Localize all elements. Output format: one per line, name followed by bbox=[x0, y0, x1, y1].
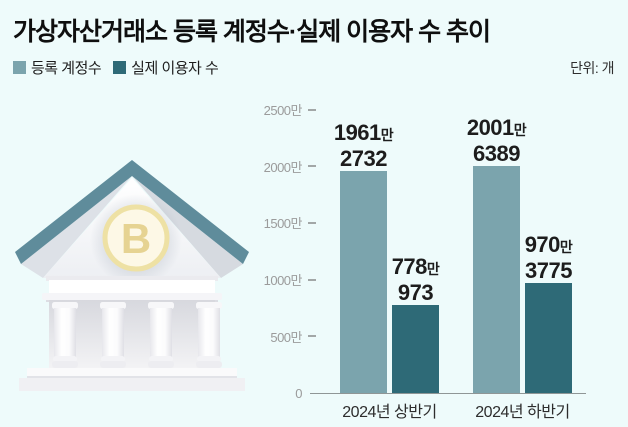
bank-cornice bbox=[42, 293, 222, 300]
y-tick-mark bbox=[308, 278, 316, 281]
bar-series0-group1 bbox=[473, 166, 520, 393]
y-tick-mark bbox=[308, 221, 316, 224]
y-tick-label: 1000만 bbox=[263, 273, 303, 289]
unit-label: 단위: 개 bbox=[570, 60, 614, 76]
value-label-series1-group1: 970만 3775 bbox=[524, 231, 573, 283]
y-tick-0: 2500만 bbox=[248, 102, 316, 118]
y-tick-4: 500만 bbox=[248, 328, 316, 345]
page-title: 가상자산거래소 등록 계정수·실제 이용자 수 추이 bbox=[13, 18, 491, 46]
bar-series1-group0 bbox=[392, 304, 439, 393]
bank-wall bbox=[49, 300, 215, 368]
bar-chart: 2500만 2000만 1500만 1000만 500만 0 1961만 2732 2001만 6… bbox=[248, 96, 620, 426]
under-eave-shadow-left bbox=[21, 176, 132, 278]
bank-column bbox=[196, 302, 222, 368]
y-tick-label: 2500만 bbox=[263, 103, 303, 118]
value-label-series0-group0: 1961만 2732 bbox=[333, 119, 394, 171]
y-tick-3: 1000만 bbox=[248, 272, 316, 288]
y-tick-label: 500만 bbox=[270, 329, 302, 345]
legend-swatch-registered-accounts bbox=[13, 61, 26, 74]
y-tick-5: 0 bbox=[248, 385, 316, 401]
value-label-series0-group1: 2001만 6389 bbox=[466, 115, 527, 166]
y-tick-1: 2000만 bbox=[248, 158, 316, 175]
y-tick-mark bbox=[308, 108, 316, 111]
bank-step-lower bbox=[19, 378, 245, 391]
bar-series1-group1 bbox=[525, 282, 572, 393]
bank-step-upper bbox=[27, 368, 237, 378]
y-tick-2: 1500만 bbox=[248, 215, 316, 231]
y-tick-label: 1500만 bbox=[263, 216, 303, 232]
y-tick-mark bbox=[308, 335, 316, 338]
y-tick-label: 2000만 bbox=[263, 159, 303, 175]
coin-letter: B bbox=[121, 215, 151, 262]
x-category-label-1: 2024년 하반기 bbox=[475, 404, 570, 421]
value-label-series1-group0: 778만 973 bbox=[391, 253, 440, 305]
bank-columns bbox=[52, 302, 222, 368]
legend-swatch-actual-users bbox=[113, 61, 127, 74]
y-tick-mark bbox=[308, 165, 316, 168]
legend-item-registered-accounts: 등록 계정수 bbox=[13, 57, 102, 78]
bank-architrave bbox=[46, 276, 218, 281]
legend-label-registered-accounts: 등록 계정수 bbox=[31, 60, 102, 77]
bank-illustration: B bbox=[15, 160, 249, 391]
legend-item-actual-users: 실제 이용자 수 bbox=[113, 57, 219, 78]
x-axis-line bbox=[310, 393, 586, 394]
step-shadow bbox=[27, 376, 237, 378]
bank-beam bbox=[49, 280, 215, 294]
coin-ring bbox=[102, 204, 170, 272]
y-tick-label: 0 bbox=[295, 385, 302, 401]
x-category-label-0: 2024년 상반기 bbox=[342, 404, 437, 421]
bar-series0-group0 bbox=[340, 170, 387, 393]
bank-column bbox=[52, 302, 78, 368]
legend-label-actual-users: 실제 이용자 수 bbox=[131, 60, 219, 77]
legend: 등록 계정수 실제 이용자 수 bbox=[13, 57, 219, 78]
bank-column bbox=[100, 302, 126, 368]
bank-column bbox=[148, 302, 174, 368]
